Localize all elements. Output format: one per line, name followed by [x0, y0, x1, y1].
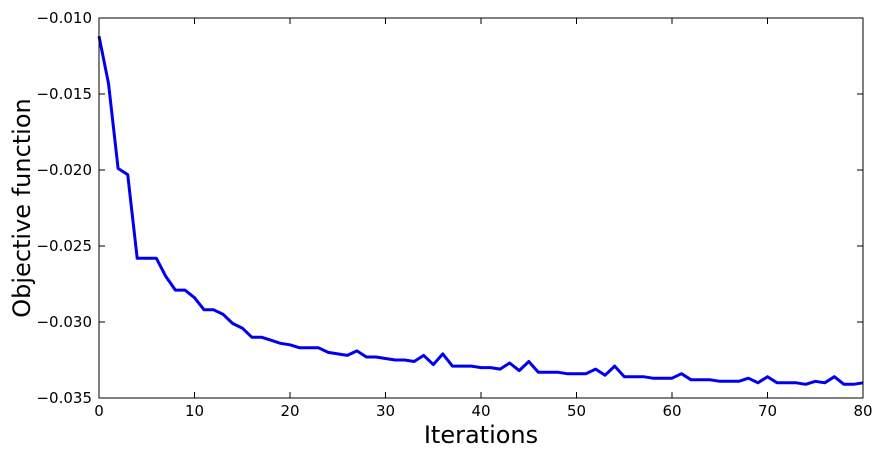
series-layer [97, 35, 864, 386]
series-line [97, 35, 864, 386]
x-tick-label: 70 [758, 402, 777, 420]
x-tick-label: 60 [662, 402, 681, 420]
y-tick-label: −0.010 [36, 9, 92, 27]
x-axis-ticks: 0 10 20 30 40 50 60 70 80 [94, 18, 873, 420]
y-tick-label: −0.035 [36, 389, 92, 407]
x-tick-label: 30 [376, 402, 395, 420]
y-tick-label: −0.020 [36, 161, 92, 179]
x-tick-label: 80 [853, 402, 872, 420]
y-tick-label: −0.030 [36, 313, 92, 331]
plot-frame [98, 17, 864, 399]
y-tick-label: −0.015 [36, 85, 92, 103]
x-tick-label: 50 [567, 402, 586, 420]
x-tick-label: 0 [94, 402, 104, 420]
y-tick-label: −0.025 [36, 237, 92, 255]
x-axis-title: Iterations [424, 421, 538, 449]
x-tick-label: 40 [471, 402, 490, 420]
x-tick-label: 10 [185, 402, 204, 420]
x-tick-label: 20 [280, 402, 299, 420]
y-axis-title: Objective function [8, 98, 36, 317]
y-axis-ticks: −0.035 −0.030 −0.025 −0.020 −0.015 −0.010 [36, 9, 863, 407]
